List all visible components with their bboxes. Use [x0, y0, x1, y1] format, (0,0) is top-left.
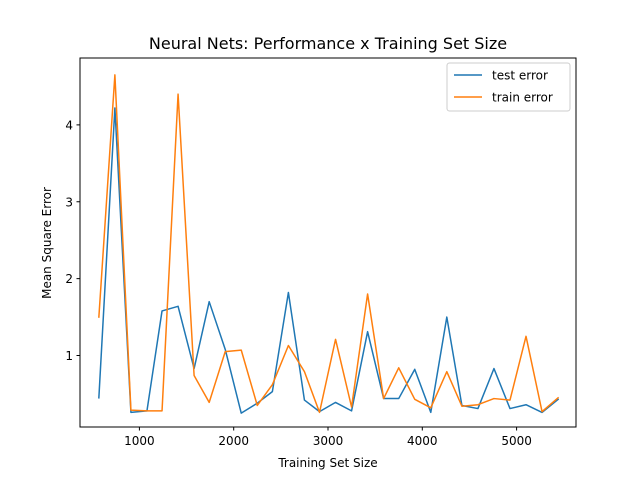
x-tick-label-0: 1000 [124, 434, 155, 448]
y-tick-label-1: 2 [65, 272, 73, 286]
x-tick-label-2: 3000 [313, 434, 344, 448]
legend: test error train error [446, 62, 571, 112]
chart-title: Neural Nets: Performance x Training Set … [149, 34, 507, 53]
x-axis: 1000 2000 3000 4000 5000 [124, 427, 532, 448]
series-line-0 [98, 107, 560, 414]
series-layer [98, 74, 560, 414]
y-tick-label-0: 1 [65, 349, 73, 363]
series-line-1 [98, 74, 560, 414]
y-tick-label-3: 4 [65, 118, 73, 132]
legend-label-1: train error [492, 91, 553, 105]
y-axis: 1 2 3 4 [65, 118, 80, 363]
y-axis-label: Mean Square Error [40, 187, 54, 299]
legend-label-0: test error [492, 69, 548, 83]
x-tick-label-1: 2000 [218, 434, 249, 448]
x-axis-label: Training Set Size [277, 456, 377, 470]
x-tick-label-4: 5000 [501, 434, 532, 448]
x-tick-label-3: 4000 [407, 434, 438, 448]
y-tick-label-2: 3 [65, 195, 73, 209]
